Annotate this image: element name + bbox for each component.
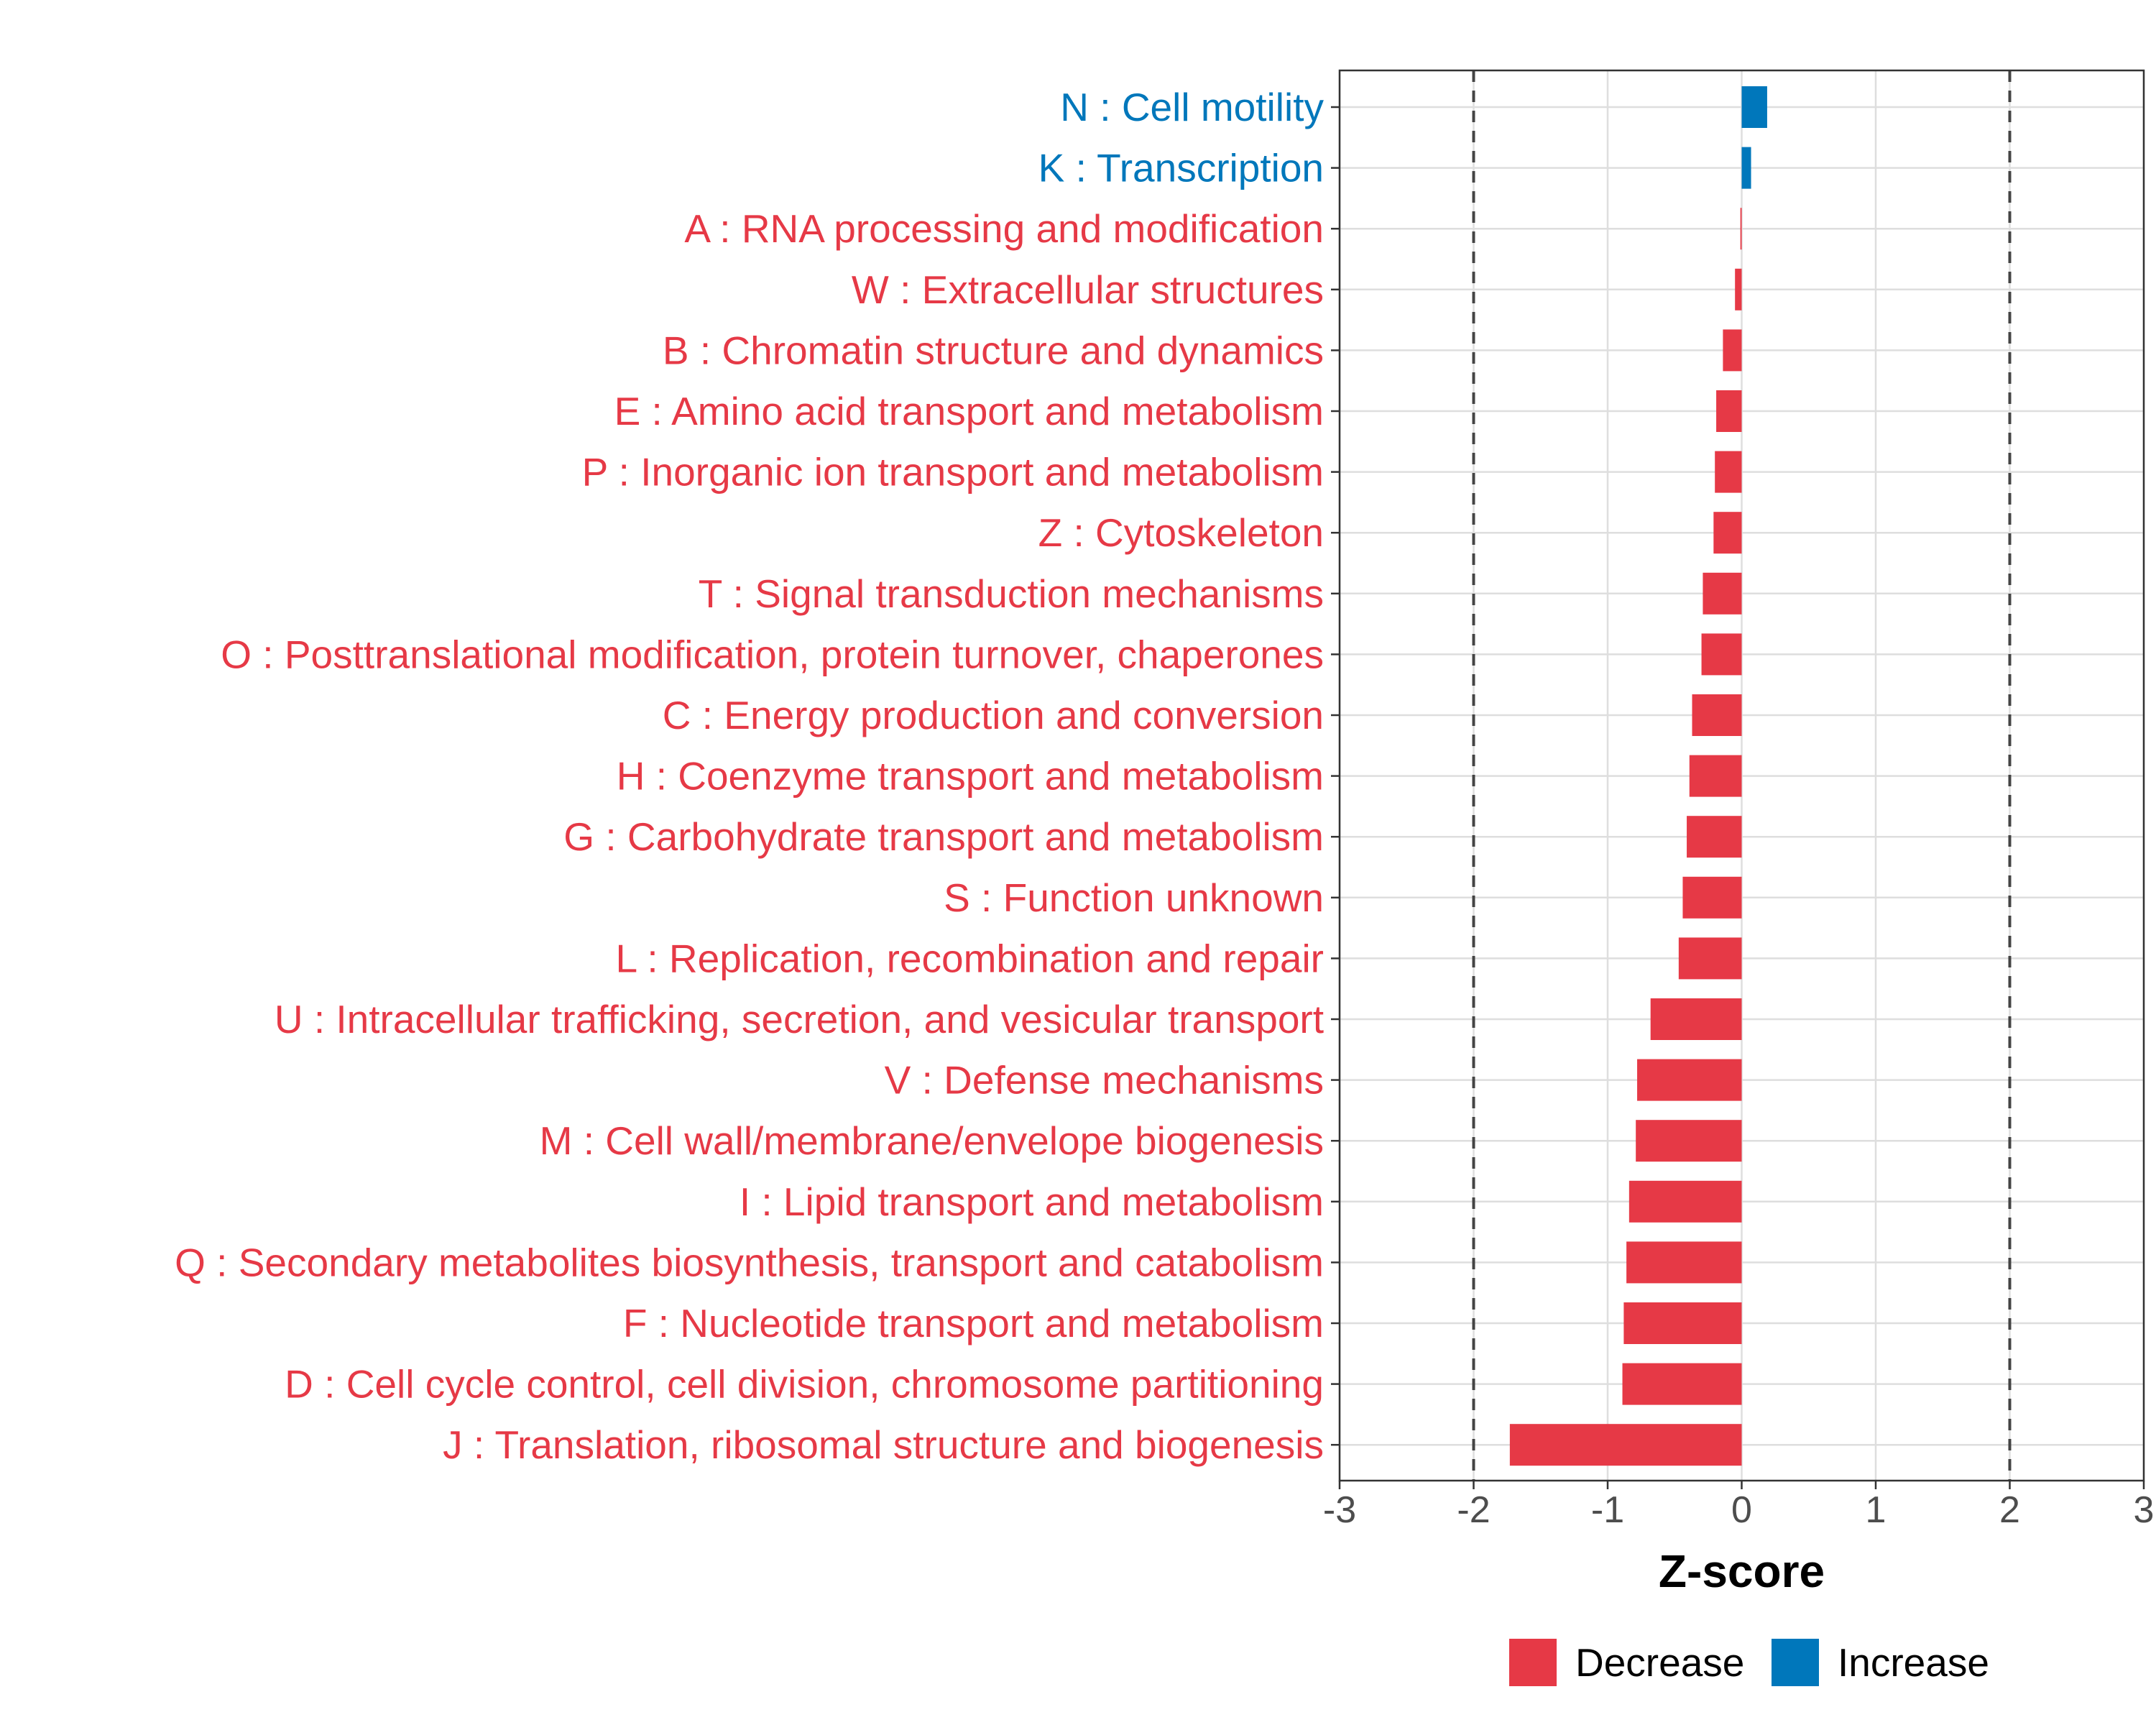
bar <box>1735 268 1742 310</box>
x-tick-label: 0 <box>1731 1489 1752 1531</box>
bar <box>1723 329 1742 372</box>
category-label: K : Transcription <box>1038 146 1324 190</box>
category-label: O : Posttranslational modification, prot… <box>221 632 1324 676</box>
bar <box>1626 1241 1742 1284</box>
bar <box>1637 1059 1742 1101</box>
category-label: C : Energy production and conversion <box>663 693 1324 737</box>
category-label: P : Inorganic ion transport and metaboli… <box>582 450 1324 494</box>
bar <box>1716 390 1742 432</box>
category-label: T : Signal transduction mechanisms <box>699 571 1324 616</box>
category-label: U : Intracellular trafficking, secretion… <box>275 997 1324 1041</box>
category-label: S : Function unknown <box>944 875 1324 920</box>
bar <box>1713 512 1742 554</box>
x-tick-label: -2 <box>1457 1489 1490 1531</box>
category-label: A : RNA processing and modification <box>684 206 1324 251</box>
category-label: D : Cell cycle control, cell division, c… <box>285 1362 1324 1407</box>
category-label: H : Coenzyme transport and metabolism <box>617 754 1324 799</box>
bar <box>1701 633 1742 676</box>
category-label: I : Lipid transport and metabolism <box>740 1179 1324 1224</box>
bar <box>1678 937 1742 980</box>
bar <box>1689 755 1742 797</box>
category-label: W : Extracellular structures <box>852 267 1324 312</box>
bar <box>1741 86 1767 128</box>
legend-swatch <box>1509 1639 1557 1686</box>
reference-lines <box>1472 70 2012 1481</box>
category-label: F : Nucleotide transport and metabolism <box>623 1301 1324 1346</box>
x-tick-label: 2 <box>1999 1489 2020 1531</box>
bar <box>1509 1424 1742 1466</box>
bar <box>1715 451 1742 493</box>
legend-swatch <box>1772 1639 1819 1686</box>
legend-label: Decrease <box>1575 1640 1744 1685</box>
category-label: V : Defense mechanisms <box>885 1058 1324 1103</box>
category-label: N : Cell motility <box>1060 85 1324 129</box>
bar <box>1740 208 1742 250</box>
bar <box>1687 816 1742 858</box>
legend: Decrease Increase <box>1509 1639 1989 1686</box>
category-label: E : Amino acid transport and metabolism <box>614 389 1324 433</box>
bar <box>1636 1120 1742 1162</box>
x-tick-label: 3 <box>2134 1489 2155 1531</box>
legend-label: Increase <box>1838 1640 1989 1685</box>
bar <box>1692 694 1742 736</box>
bar <box>1628 1180 1742 1223</box>
x-tick-label: -3 <box>1323 1489 1356 1531</box>
category-label: G : Carbohydrate transport and metabolis… <box>563 814 1324 859</box>
x-axis-title: Z-score <box>1659 1545 1825 1597</box>
x-tick-label: -1 <box>1591 1489 1624 1531</box>
category-label: J : Translation, ribosomal structure and… <box>443 1422 1324 1467</box>
category-label: Q : Secondary metabolites biosynthesis, … <box>175 1240 1324 1284</box>
bar <box>1741 147 1751 189</box>
bar <box>1622 1363 1742 1405</box>
category-labels: N : Cell motility K : Transcription A : RN… <box>175 85 1324 1467</box>
category-label: Z : Cytoskeleton <box>1038 510 1324 555</box>
category-label: B : Chromatin structure and dynamics <box>663 328 1324 372</box>
x-tick-label: 1 <box>1866 1489 1886 1531</box>
category-label: M : Cell wall/membrane/envelope biogenes… <box>540 1118 1324 1163</box>
y-axis-ticks <box>1331 106 1340 1446</box>
bars <box>1509 86 1767 1466</box>
bar <box>1623 1302 1742 1344</box>
x-axis-ticks: -3 -2 -1 0 1 2 3 <box>1323 1481 2155 1531</box>
bar <box>1703 572 1742 615</box>
category-label: L : Replication, recombination and repai… <box>616 936 1324 980</box>
bar <box>1682 876 1742 919</box>
bar <box>1650 998 1742 1040</box>
